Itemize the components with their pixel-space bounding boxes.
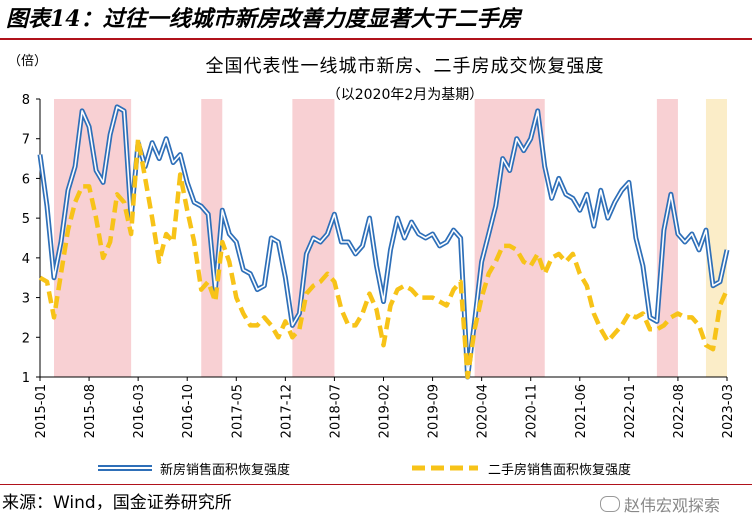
chart-subtitle: （以2020年2月为基期）	[326, 87, 484, 103]
wechat-icon	[600, 496, 620, 512]
legend-swatch-second-hand	[412, 465, 478, 471]
x-tick-label-2022-08: 2022-08	[672, 384, 687, 438]
x-tick-label-2022-01: 2022-01	[623, 384, 638, 438]
x-tick-label-2021-06: 2021-06	[574, 384, 589, 438]
x-tick-label-2019-02: 2019-02	[378, 384, 393, 438]
x-tick-label-2016-03: 2016-03	[132, 384, 147, 438]
x-tick-label-2018-07: 2018-07	[328, 384, 343, 438]
series-line-new-homes-inner	[39, 106, 728, 378]
source-rule	[0, 484, 752, 485]
chart-title: 全国代表性一线城市新房、二手房成交恢复强度	[205, 56, 605, 77]
y-tick-label-3: 3	[22, 292, 30, 307]
y-tick-label-6: 6	[22, 172, 30, 187]
x-tick-label-2017-12: 2017-12	[279, 384, 294, 438]
y-tick-label-1: 1	[22, 371, 30, 386]
chart-canvas: 1 2 3 4 5 6 7 8 2015-01 2015-08 2016-03 2016-10 2017…	[22, 93, 736, 438]
legend-label-second-hand: 二手房销售面积恢复强度	[488, 462, 632, 478]
y-tick-label-7: 7	[22, 133, 30, 148]
x-tick-label-2017-05: 2017-05	[230, 384, 245, 438]
watermark: 赵伟宏观探索	[600, 492, 720, 516]
x-tick-label-2020-11: 2020-11	[525, 384, 540, 438]
x-tick-label-2019-09: 2019-09	[427, 384, 442, 438]
legend-swatch-new-homes	[98, 465, 152, 471]
title-rule	[0, 38, 752, 40]
shaded-period-5	[705, 99, 727, 377]
y-tick-label-4: 4	[22, 252, 30, 267]
figure-title: 图表14：过往一线城市新房改善力度显著大于二手房	[6, 6, 521, 32]
legend: 新房销售面积恢复强度 二手房销售面积恢复强度	[92, 456, 718, 480]
series-line-second-hand	[38, 136, 730, 380]
x-tick-label-2016-10: 2016-10	[181, 384, 196, 438]
legend-item-second-hand: 二手房销售面积恢复强度	[410, 456, 631, 480]
legend-item-new-homes: 新房销售面积恢复强度	[96, 456, 290, 480]
x-tick-label-2020-04: 2020-04	[476, 384, 491, 438]
legend-label-new-homes: 新房销售面积恢复强度	[160, 462, 291, 478]
y-tick-label-2: 2	[22, 331, 30, 346]
x-tick-label-2015-01: 2015-01	[34, 384, 49, 438]
y-axis-unit-label: （倍）	[8, 54, 48, 69]
shaded-period-4	[656, 99, 678, 377]
source-note: 来源：Wind，国金证券研究所	[2, 493, 232, 513]
x-tick-label-2015-08: 2015-08	[83, 384, 98, 438]
y-tick-label-8: 8	[22, 93, 30, 108]
y-tick-label-5: 5	[22, 212, 30, 227]
x-tick-label-2023-03: 2023-03	[721, 384, 736, 438]
chart-axes: 1 2 3 4 5 6 7 8 2015-01 2015-08 2016-03 2016-10 2017…	[22, 93, 736, 438]
watermark-text: 赵伟宏观探索	[624, 496, 721, 515]
chart-series	[37, 104, 730, 380]
